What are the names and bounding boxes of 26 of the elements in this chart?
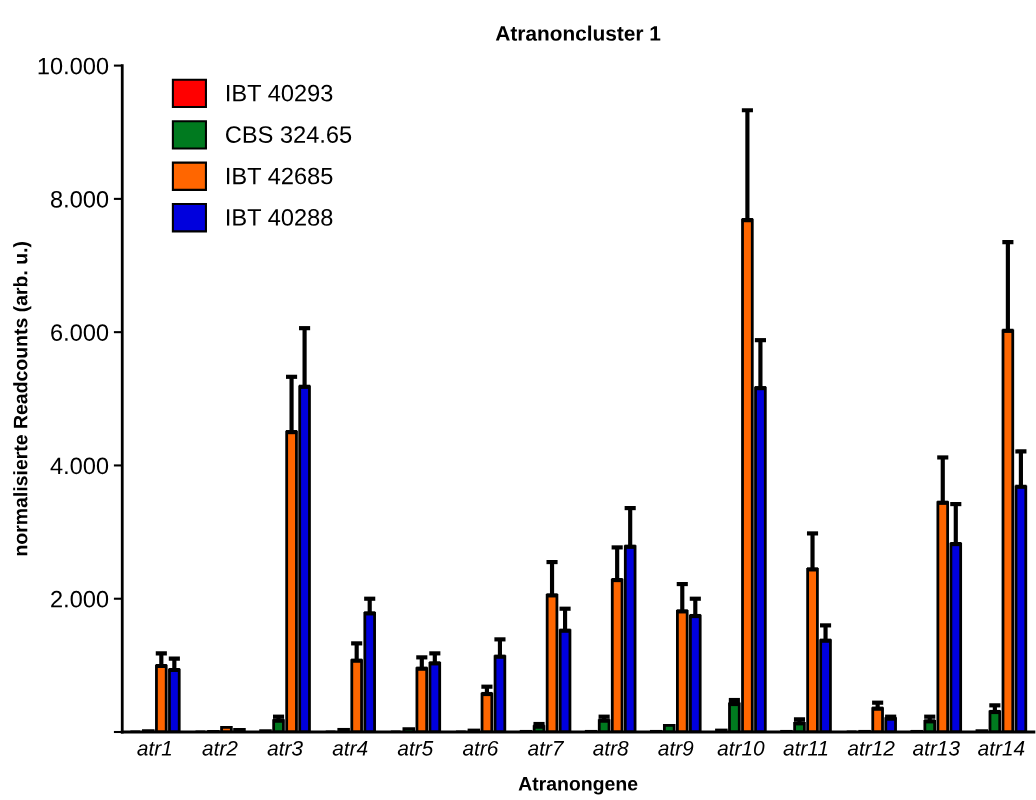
x-axis-title: Atranongene (518, 777, 638, 795)
y-tick-label: 4.000 (50, 457, 109, 475)
x-tick-label: atr11 (783, 741, 828, 756)
x-tick-label: atr4 (332, 741, 368, 756)
x-tick-label: atr3 (267, 740, 303, 756)
x-tick-label: atr6 (462, 740, 499, 756)
chart-title: Atranoncluster 1 (495, 25, 661, 41)
y-tick-label: 10.000 (38, 57, 109, 75)
x-tick-label: atr13 (912, 740, 960, 756)
x-tick-label: atr2 (202, 740, 238, 756)
x-tick-label: atr12 (847, 740, 895, 756)
y-axis-title: normalisierte Readcounts (arb. u.) (13, 242, 32, 556)
x-tick-label: atr8 (593, 740, 629, 756)
x-tick-label: atr14 (978, 741, 1025, 756)
y-tick-label: 6.000 (51, 324, 109, 341)
x-tick-label: atr10 (717, 740, 765, 756)
x-tick-label: atr7 (528, 741, 565, 756)
legend-label: IBT 40293 (227, 84, 333, 102)
legend-label: CBS 324.65 (226, 126, 352, 143)
y-tick-label: 8.000 (51, 190, 109, 208)
x-tick-label: atr1 (137, 741, 171, 756)
legend-label: IBT 42685 (227, 167, 333, 185)
y-tick-label: 2.000 (51, 590, 109, 608)
x-tick-label: atr5 (397, 741, 434, 756)
x-tick-label: atr9 (658, 740, 694, 756)
legend-label: IBT 40288 (227, 209, 333, 226)
